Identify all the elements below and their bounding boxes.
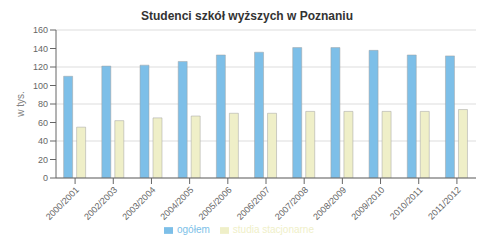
svg-text:2006/2007: 2006/2007 [235,185,272,222]
svg-text:160: 160 [33,25,48,35]
svg-text:2005/2006: 2005/2006 [197,185,234,222]
svg-text:2003/2004: 2003/2004 [120,185,157,222]
svg-text:0: 0 [43,173,48,183]
svg-text:2008/2009: 2008/2009 [311,185,348,222]
svg-text:2011/2012: 2011/2012 [426,185,463,222]
svg-text:2007/2008: 2007/2008 [273,185,310,222]
html-text:ogółem: ogółem [177,224,210,235]
svg-text:100: 100 [33,81,48,91]
svg-text:60: 60 [38,118,48,128]
svg-text:2000/2001: 2000/2001 [44,185,81,222]
svg-text:2009/2010: 2009/2010 [349,185,386,222]
svg-text:80: 80 [38,99,48,109]
html-text:studia stacjonarne: studia stacjonarne [232,224,314,235]
svg-text:40: 40 [38,136,48,146]
svg-text:2010/2011: 2010/2011 [388,185,425,222]
svg-text:w tys.: w tys. [15,91,26,118]
svg-text:2002/2003: 2002/2003 [82,185,119,222]
svg-text:20: 20 [38,155,48,165]
html-text:Studenci szkół wyższych w Pozn: Studenci szkół wyższych w Poznaniu [141,9,353,23]
svg-text:120: 120 [33,62,48,72]
svg-text:140: 140 [33,44,48,54]
svg-text:2004/2005: 2004/2005 [158,185,195,222]
